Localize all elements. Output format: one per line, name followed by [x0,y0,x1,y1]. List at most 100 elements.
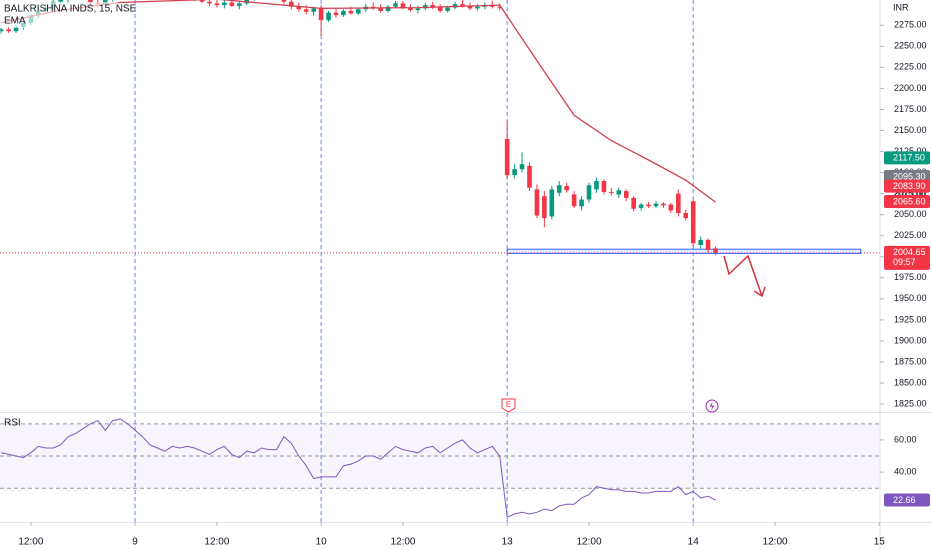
y-tick-label: 1925.00 [894,314,927,324]
candle-body [408,7,413,11]
y-tick-label: 2050.00 [894,209,927,219]
candle-body [475,6,480,9]
candle-body [497,6,503,8]
y-tick-label: 1900.00 [894,335,927,345]
ema-line [0,0,716,203]
drawn-arrow [723,254,766,298]
x-tick-label: 12:00 [763,537,788,548]
candle-body [318,7,324,21]
candle-body [564,186,569,191]
dividend-marker [705,399,719,413]
price-label: 2095.30 [893,171,926,181]
candle-body [713,248,718,253]
candle-body [638,204,644,208]
y-tick-label: 2275.00 [894,20,927,30]
candle-body [690,201,696,244]
candle-body [653,203,659,207]
x-tick-label: 13 [502,537,514,548]
candle-body [549,189,555,217]
candle-body [430,5,436,7]
y-tick-label: 1850.00 [894,377,927,387]
x-tick-label: 14 [688,537,700,548]
candle-body [437,6,443,11]
candle-body [370,6,376,8]
event-marker: E [501,398,516,413]
zone [506,248,862,254]
axis-layer: 12:00 9 12:00 10 12:00 13 12:00 14 12:00 15 2275.0… [18,20,930,548]
candle-body [609,191,614,193]
price-label: 2075.00 [893,189,926,199]
x-tick-label: 12:00 [18,537,43,548]
x-tick-label: 12:00 [390,537,415,548]
candle-body [348,10,354,14]
x-tick-label: 10 [316,537,328,548]
indicator-label: EMA [4,16,26,27]
candle-body [579,199,584,207]
candle-body [222,2,227,6]
candle-body [534,189,540,216]
candle-body [207,1,212,4]
candle-body [646,204,651,207]
rsi-band [0,423,880,489]
y-tick-label: 2200.00 [894,83,927,93]
candle-body [326,12,331,21]
candle-body [571,194,577,207]
candle-body [393,3,398,7]
candle-body [661,203,666,206]
y-tick-label: 2025.00 [894,230,927,240]
candle-body [415,8,421,11]
candle-body [683,212,689,219]
candle-body [705,239,711,251]
candle-body [467,5,473,9]
rsi-value-bg [884,493,930,507]
candle-body [527,165,532,188]
candle-body [400,3,406,8]
rsi-pane [0,418,880,518]
candle-body [281,0,287,2]
y-tick-label: 2225.00 [894,62,927,72]
candle-body [504,138,510,176]
candle-body [586,185,592,200]
x-tick-label: 12:00 [577,537,602,548]
event-marker-label: E [506,400,511,409]
candle-body [88,0,93,3]
candle-body [378,7,383,11]
rsi-tick-label: 40.00 [894,466,917,476]
candle-body [356,9,361,14]
rsi-tick-label: 60.00 [894,434,917,444]
candle-body [512,169,517,176]
candle-body [311,8,316,12]
candle-body [623,191,629,198]
y-tick-label: 1825.00 [894,398,927,408]
last-price-label: 2004.65 [893,247,926,257]
y-tick-label: 1950.00 [894,293,927,303]
chart-title: BALKRISHNA INDS, 15, NSE [4,4,137,15]
candle-body [631,197,636,209]
currency-label: INR [893,2,909,12]
rsi-value-label: 22.66 [893,495,916,505]
candle-body [556,185,562,193]
price-label: 2083.90 [893,181,926,191]
candle-body [601,181,607,192]
candle-body [445,7,450,11]
candle-body [698,239,703,245]
candle-body [519,164,525,170]
candle-body [385,6,391,11]
last-price-bg [884,245,930,270]
candle-body [214,3,220,6]
y-tick-label: 1975.00 [894,272,927,282]
candle-body [676,193,681,213]
candle-body [333,12,339,16]
y-tick-label: 1875.00 [894,356,927,366]
price-label: 2117.50 [893,153,925,163]
candle-body [289,1,294,7]
x-tick-label: 9 [132,537,138,548]
x-tick-label: 12:00 [204,537,229,548]
candle-body [229,2,235,6]
price-label-bg [884,179,930,193]
y-tick-label: 2125.00 [894,146,927,156]
candle-body [296,6,302,10]
candle-body [303,9,309,12]
y-tick-label: 2250.00 [894,41,927,51]
